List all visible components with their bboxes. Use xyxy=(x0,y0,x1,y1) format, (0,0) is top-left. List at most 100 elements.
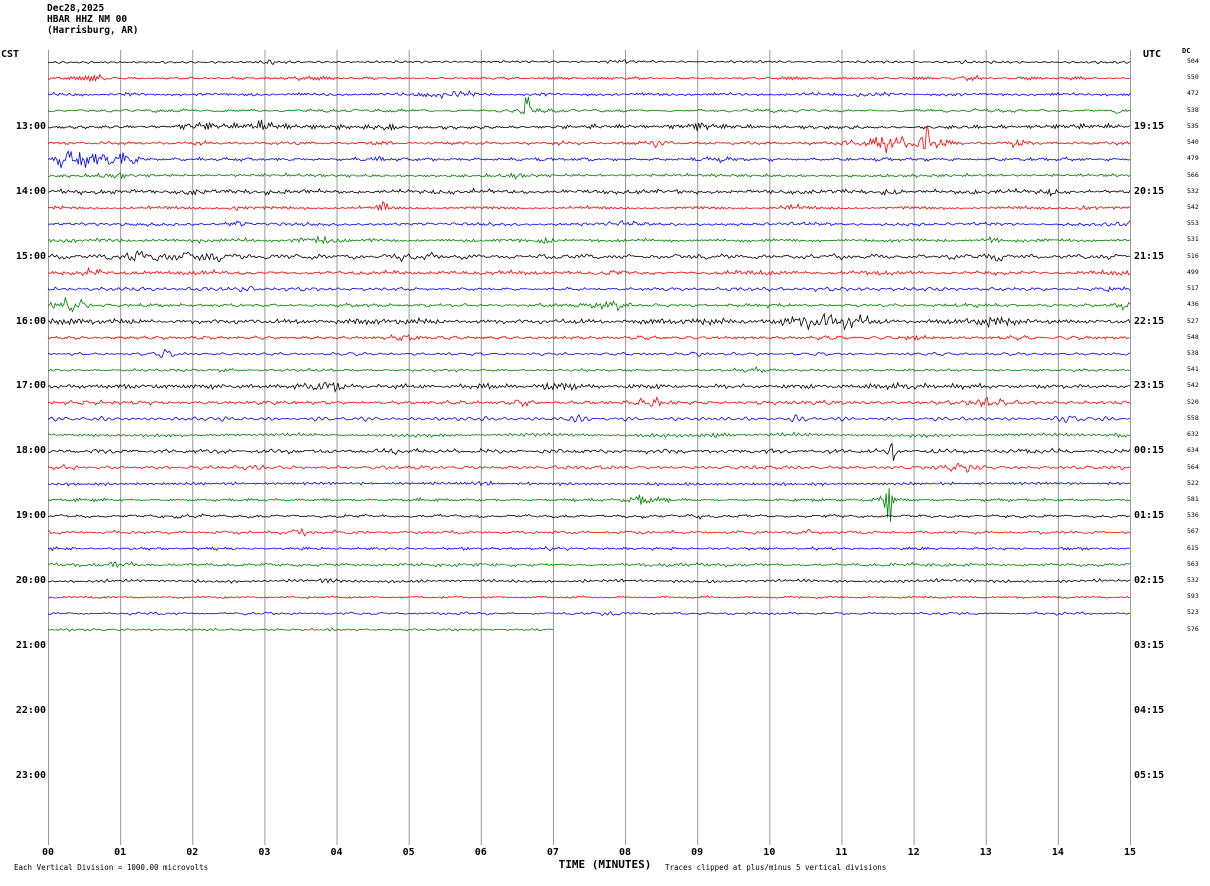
trace-row xyxy=(47,73,1131,83)
hour-label-utc: 05:15 xyxy=(1134,769,1165,781)
trace-row xyxy=(47,334,1130,342)
minute-tick-label: 00 xyxy=(41,847,55,858)
trace-row xyxy=(47,414,1131,424)
hour-label-utc: 21:15 xyxy=(1134,250,1165,262)
vertical-division-note: Each Vertical Division = 1000.00 microvo… xyxy=(14,863,209,872)
dc-value: 581 xyxy=(1187,494,1199,503)
trace-row xyxy=(47,250,1131,263)
hour-label-cst: 19:00 xyxy=(15,510,46,522)
dc-value: 479 xyxy=(1187,154,1199,163)
dc-value: 499 xyxy=(1187,267,1199,276)
trace-row xyxy=(47,201,1131,212)
minute-tick-label: 04 xyxy=(330,847,343,858)
dc-value: 541 xyxy=(1187,365,1199,374)
dc-value: 535 xyxy=(1187,121,1199,130)
hour-label-cst: 16:00 xyxy=(15,315,46,327)
hour-label-utc: 23:15 xyxy=(1134,380,1165,392)
dc-value: 542 xyxy=(1187,202,1199,211)
minute-tick-label: 12 xyxy=(907,847,920,858)
record-date: Dec28,2025 xyxy=(47,3,105,14)
dc-value: 540 xyxy=(1187,138,1199,147)
hour-label-utc: 04:15 xyxy=(1134,704,1165,716)
trace-row xyxy=(47,89,1131,100)
minute-tick-label: 13 xyxy=(979,847,992,858)
trace-row xyxy=(47,594,1131,600)
dc-value: 550 xyxy=(1187,73,1199,82)
trace-row xyxy=(48,513,1130,520)
trace-row xyxy=(47,462,1131,473)
minute-tick-label: 05 xyxy=(402,847,415,858)
trace-row xyxy=(47,488,1131,522)
dc-value: 567 xyxy=(1187,527,1199,536)
dc-value: 548 xyxy=(1187,332,1199,341)
hour-label-cst: 23:00 xyxy=(15,769,46,781)
left-axis-header: CST xyxy=(1,49,20,60)
dc-value: 532 xyxy=(1187,576,1199,585)
dc-value: 517 xyxy=(1187,284,1199,293)
dc-value: 593 xyxy=(1187,592,1199,601)
hour-label-cst: 21:00 xyxy=(15,639,46,651)
trace-row xyxy=(47,150,1131,169)
dc-value: 472 xyxy=(1187,89,1199,98)
hour-label-utc: 20:15 xyxy=(1134,185,1165,197)
trace-row xyxy=(47,381,1131,393)
dc-value: 558 xyxy=(1187,413,1199,422)
hour-label-utc: 22:15 xyxy=(1134,315,1165,327)
dc-value: 563 xyxy=(1187,559,1199,568)
trace-row xyxy=(47,219,1131,227)
trace-row xyxy=(47,396,1131,408)
dc-value: 634 xyxy=(1187,446,1199,455)
trace-row xyxy=(47,480,1131,487)
trace-row xyxy=(47,546,1131,552)
trace-row xyxy=(47,527,1131,537)
minute-tick-label: 03 xyxy=(258,847,271,858)
dc-value: 504 xyxy=(1187,57,1199,65)
hour-label-utc: 03:15 xyxy=(1134,639,1165,651)
trace-row xyxy=(47,187,1131,197)
trace-row xyxy=(47,119,1131,132)
dc-value: 615 xyxy=(1187,543,1199,552)
hour-label-cst: 14:00 xyxy=(15,185,46,197)
minute-tick-label: 01 xyxy=(114,847,127,858)
hour-label-cst: 20:00 xyxy=(15,575,46,587)
dc-value: 531 xyxy=(1187,235,1199,244)
trace-row xyxy=(47,59,1131,66)
dc-value: 436 xyxy=(1187,300,1199,309)
hour-label-utc: 02:15 xyxy=(1134,575,1165,587)
trace-row xyxy=(47,611,1131,617)
trace-row xyxy=(47,442,1131,462)
dc-value: 532 xyxy=(1187,186,1199,195)
station-location: (Harrisburg, AR) xyxy=(47,25,139,36)
minute-tick-label: 08 xyxy=(619,847,632,858)
minute-tick-label: 14 xyxy=(1051,847,1064,858)
station-id: HBAR HHZ NM 00 xyxy=(47,14,128,25)
minute-tick-label: 06 xyxy=(474,847,487,858)
minute-tick-label: 09 xyxy=(691,847,704,858)
minute-tick-label: 15 xyxy=(1123,847,1137,858)
hour-label-cst: 18:00 xyxy=(15,445,46,457)
trace-row xyxy=(48,561,1131,569)
hour-label-utc: 19:15 xyxy=(1134,120,1165,132)
dc-value: 632 xyxy=(1187,430,1199,439)
minute-tick-label: 02 xyxy=(186,847,199,858)
trace-row xyxy=(47,234,1131,245)
dc-value: 542 xyxy=(1187,381,1199,390)
trace-row xyxy=(47,286,1131,293)
dc-value: 522 xyxy=(1187,478,1199,487)
minute-tick-label: 10 xyxy=(763,847,776,858)
trace-row xyxy=(47,365,1131,374)
hour-label-cst: 22:00 xyxy=(15,704,46,716)
dc-value: 564 xyxy=(1187,462,1199,471)
trace-row xyxy=(48,172,1131,181)
clipping-note: Traces clipped at plus/minus 5 vertical … xyxy=(665,863,887,872)
trace-row xyxy=(47,312,1131,331)
x-axis-label: TIME (MINUTES) xyxy=(558,858,652,871)
trace-row xyxy=(47,96,1131,115)
minute-tick-label: 11 xyxy=(835,847,848,858)
dc-value: 516 xyxy=(1187,251,1199,260)
dc-column-header: DC xyxy=(1182,47,1191,55)
trace-row xyxy=(47,296,1131,313)
dc-value: 538 xyxy=(1187,348,1199,357)
